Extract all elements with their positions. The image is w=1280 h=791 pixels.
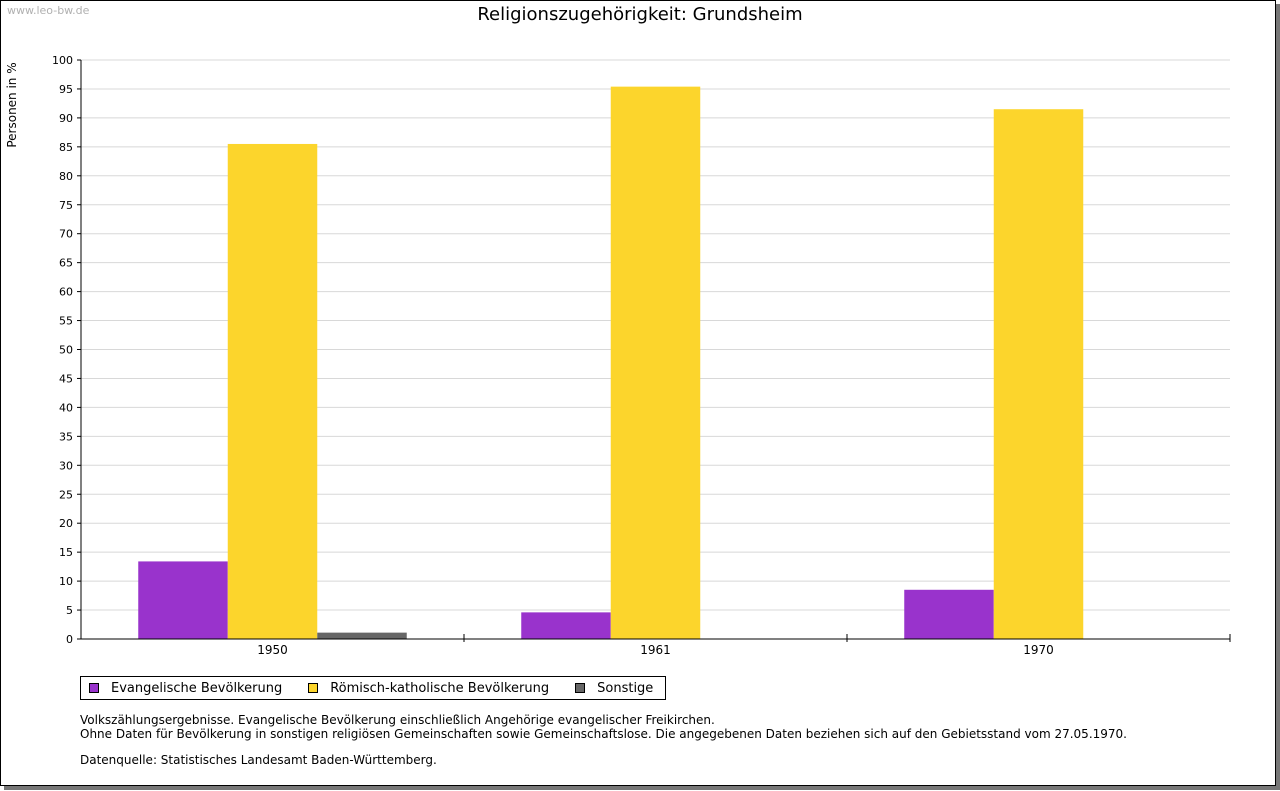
bar-chart: 0 5 10 15 20 25 30 35 40 45 50 55 60 65 70 75 80 85 90 95 10… — [52, 54, 1231, 657]
legend-item-sonstige: Sonstige — [575, 681, 653, 696]
legend-label-sonstige: Sonstige — [597, 680, 654, 696]
y-tick-label: 85 — [59, 141, 73, 154]
y-tick-label: 45 — [59, 372, 73, 385]
y-tick-label: 25 — [59, 488, 73, 501]
bar — [904, 589, 994, 639]
y-tick-label: 20 — [59, 517, 73, 530]
bar — [521, 612, 611, 639]
x-tick-label: 1970 — [1023, 643, 1054, 657]
bar — [993, 109, 1084, 640]
legend-item-katholisch: Römisch-katholische Bevölkerung — [308, 681, 549, 696]
legend-label-katholisch: Römisch-katholische Bevölkerung — [330, 680, 550, 696]
x-tick-label: 1950 — [257, 643, 288, 657]
note-line-1: Volkszählungsergebnisse. Evangelische Be… — [80, 713, 715, 727]
y-tick-label: 55 — [59, 315, 73, 328]
y-tick-label: 40 — [59, 401, 73, 414]
y-tick-label: 5 — [66, 604, 73, 617]
chart-notes: Volkszählungsergebnisse. Evangelische Be… — [80, 713, 1127, 767]
y-tick-label: 80 — [59, 170, 73, 183]
bar — [317, 632, 407, 639]
y-tick-label: 75 — [59, 199, 73, 212]
chart-title: Religionszugehörigkeit: Grundsheim — [477, 4, 803, 25]
bar — [227, 143, 318, 639]
y-tick-label: 35 — [59, 430, 73, 443]
bar — [610, 86, 701, 639]
legend-swatch-sonstige — [575, 683, 586, 693]
note-line-2: Ohne Daten für Bevölkerung in sonstigen … — [80, 727, 1127, 741]
data-source: Datenquelle: Statistisches Landesamt Bad… — [80, 753, 437, 767]
legend-item-evangelisch: Evangelische Bevölkerung — [89, 681, 282, 696]
y-tick-label: 60 — [59, 286, 73, 299]
bar — [138, 561, 228, 639]
y-tick-label: 95 — [59, 83, 73, 96]
legend-label-evangelisch: Evangelische Bevölkerung — [111, 680, 283, 696]
x-tick-label: 1961 — [640, 643, 671, 657]
y-tick-label: 10 — [59, 575, 73, 588]
legend-swatch-katholisch — [308, 683, 319, 693]
y-tick-label: 0 — [66, 633, 73, 646]
y-tick-label: 90 — [59, 112, 73, 125]
y-tick-label: 65 — [59, 257, 73, 270]
y-tick-label: 30 — [59, 459, 73, 472]
y-tick-label: 70 — [59, 228, 73, 241]
legend-swatch-evangelisch — [89, 683, 99, 693]
y-tick-label: 100 — [52, 54, 73, 67]
y-tick-label: 15 — [59, 546, 73, 559]
legend: Evangelische Bevölkerung Römisch-katholi… — [80, 676, 667, 700]
watermark: www.leo-bw.de — [7, 4, 90, 17]
y-tick-label: 50 — [59, 344, 73, 357]
